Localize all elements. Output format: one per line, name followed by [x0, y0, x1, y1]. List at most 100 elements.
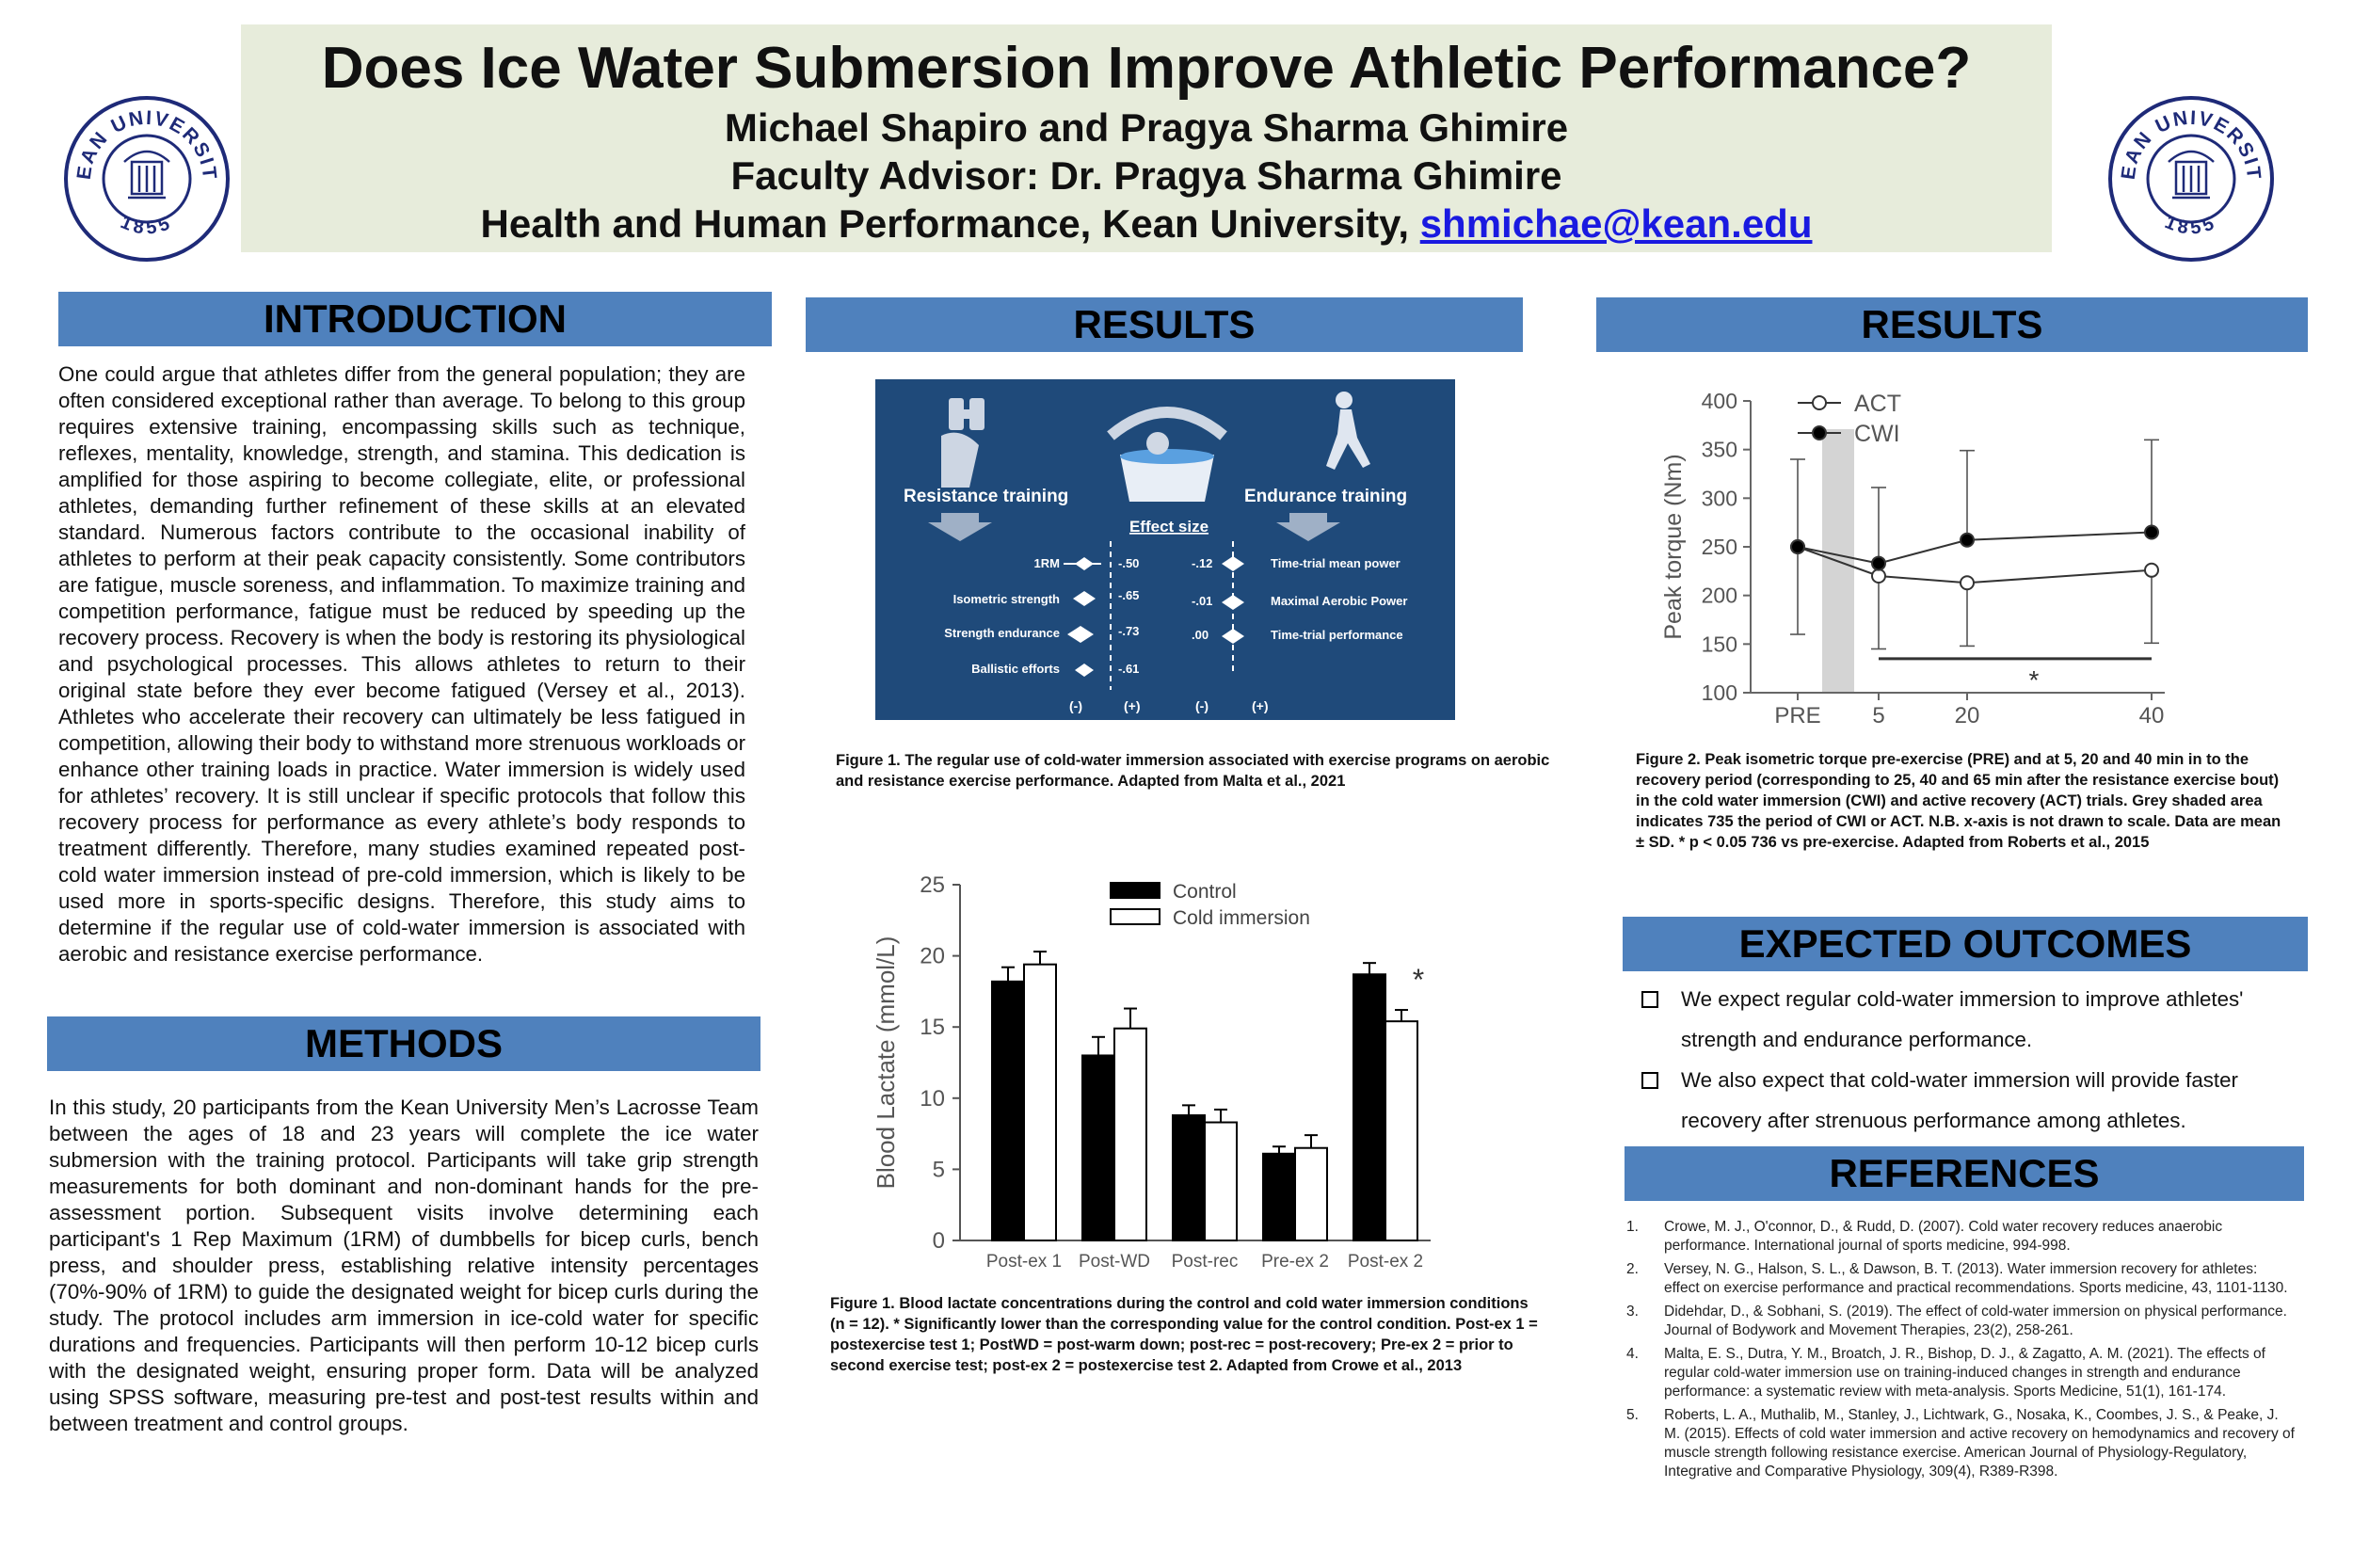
x-tick-label: Post-ex 2	[1348, 1252, 1423, 1272]
pos-label-left: (+)	[1124, 698, 1141, 713]
bar-cold-immersion	[1023, 963, 1057, 1241]
resistance-training-title: Resistance training	[904, 487, 1068, 506]
figure-2-caption: Figure 2. Peak isometric torque pre-exer…	[1636, 751, 2281, 851]
poster-affiliation: Health and Human Performance, Kean Unive…	[480, 201, 1813, 247]
bar-cold-immersion	[1113, 1027, 1147, 1241]
x-tick-label: Post-WD	[1079, 1252, 1150, 1272]
x-tick-label: Post-rec	[1172, 1252, 1239, 1272]
legend-label: Cold immersion	[1173, 907, 1310, 929]
bar-control	[1262, 1152, 1296, 1242]
figure-lactate-caption: Figure 1. Blood lactate concentrations d…	[830, 1295, 1538, 1374]
row-ballistic-label: Ballistic efforts	[971, 662, 1060, 676]
y-axis-label: Peak torque (Nm)	[1660, 454, 1687, 639]
x-tick-label: Post-ex 1	[986, 1252, 1062, 1272]
legend-swatch	[1110, 908, 1160, 925]
row-endurance-value: -.73	[1118, 624, 1139, 638]
bar-control	[991, 980, 1025, 1241]
row-1rm-value: -.50	[1118, 556, 1139, 570]
row-timetrial-power-label: Time-trial mean power	[1271, 556, 1401, 570]
results-heading-middle: RESULTS	[806, 297, 1523, 352]
poster-header: Does Ice Water Submersion Improve Athlet…	[241, 24, 2052, 252]
legend-label: CWI	[1854, 421, 1900, 447]
down-arrows	[928, 513, 1340, 541]
reference-item: 3. Didehdar, D., & Sobhani, S. (2019). Th…	[1626, 1304, 2287, 1338]
y-tick-label: 100	[1702, 680, 1737, 705]
figure-1-caption: Figure 1. The regular use of cold-water …	[836, 752, 1550, 790]
checkbox-bullet-icon	[1641, 991, 1658, 1008]
y-tick-label: 15	[920, 1015, 945, 1040]
point-act	[1960, 575, 1975, 591]
y-tick-label: 25	[920, 872, 945, 898]
significance-star: *	[2029, 665, 2040, 695]
references-heading: REFERENCES	[1625, 1146, 2304, 1201]
introduction-text: One could argue that athletes differ fro…	[58, 362, 745, 966]
results-heading-right: RESULTS	[1596, 297, 2308, 352]
y-tick-label: 10	[920, 1086, 945, 1112]
point-cwi	[2144, 524, 2159, 540]
checkbox-bullet-icon	[1641, 1072, 1658, 1089]
email-link[interactable]: shmichae@kean.edu	[1419, 201, 1813, 247]
ice-bath-icon	[1107, 407, 1227, 502]
row-timetrial-perf-value: .00	[1192, 628, 1209, 642]
bar-control	[1172, 1113, 1206, 1241]
pos-label-right: (+)	[1252, 698, 1269, 713]
row-ballistic-value: -.61	[1118, 662, 1139, 676]
y-tick-label: 400	[1702, 389, 1737, 413]
runner-icon	[1326, 392, 1370, 470]
bar-control	[1353, 973, 1386, 1241]
neg-label-left: (-)	[1069, 698, 1082, 713]
y-tick-label: 20	[920, 944, 945, 969]
weights-icon	[941, 398, 984, 488]
peak-torque-chart: 100 150 200 250 300 350 400 Peak torque (Nm) PRE…	[1660, 389, 2165, 728]
point-cwi	[1960, 532, 1975, 548]
point-act	[1871, 568, 1886, 584]
effect-size-label: Effect size	[1129, 518, 1209, 536]
reference-item: 5. Roberts, L. A., Muthalib, M., Stanley,…	[1626, 1407, 2295, 1480]
x-tick-label: Pre-ex 2	[1261, 1252, 1329, 1272]
references-list: 1. Crowe, M. J., O'connor, D., & Rudd, D.…	[1626, 1218, 2295, 1486]
x-tick-label: 5	[1872, 703, 1884, 728]
row-map-value: -.01	[1192, 594, 1212, 608]
legend-swatch	[1110, 882, 1160, 899]
y-tick-label: 5	[933, 1157, 945, 1182]
blood-lactate-chart: 0 5 10 15 20 25 Blood Lactate (mmol/L) Post-ex …	[872, 872, 1431, 1272]
legend-label: Control	[1173, 881, 1237, 903]
legend-marker	[1812, 425, 1827, 440]
bar-control	[1081, 1054, 1115, 1241]
methods-heading: METHODS	[47, 1016, 760, 1071]
row-1rm-label: 1RM	[1034, 556, 1060, 570]
legend-marker	[1812, 395, 1827, 410]
introduction-heading: INTRODUCTION	[58, 292, 772, 346]
row-timetrial-power-value: -.12	[1192, 556, 1212, 570]
row-isometric-label: Isometric strength	[953, 592, 1060, 606]
point-cwi	[1790, 539, 1805, 554]
bar-cold-immersion	[1204, 1121, 1238, 1241]
kean-university-seal-left: KEAN UNIVERSITY 1855	[62, 94, 230, 262]
endurance-training-title: Endurance training	[1244, 487, 1407, 506]
reference-item: 4. Malta, E. S., Dutra, Y. M., Broatch, J…	[1626, 1346, 2265, 1400]
kean-university-seal-right: KEAN UNIVERSITY 1855	[2106, 94, 2274, 262]
outcome-item: We also expect that cold-water immersion…	[1636, 1060, 2295, 1141]
bar-cold-immersion	[1385, 1020, 1418, 1241]
figure-1-graphic: Resistance training Endurance training E…	[904, 392, 1407, 713]
reference-item: 1. Crowe, M. J., O'connor, D., & Rudd, D.…	[1626, 1219, 2223, 1254]
reference-item: 2. Versey, N. G., Halson, S. L., & Dawson…	[1626, 1261, 2288, 1296]
significance-star: *	[1413, 963, 1424, 997]
y-tick-label: 150	[1702, 632, 1737, 656]
x-tick-label: PRE	[1774, 703, 1820, 728]
effect-diamonds	[1064, 556, 1244, 677]
poster-advisor: Faculty Advisor: Dr. Pragya Sharma Ghimi…	[730, 153, 1562, 199]
y-tick-label: 200	[1702, 584, 1737, 608]
y-tick-label: 350	[1702, 438, 1737, 462]
point-cwi	[1871, 555, 1886, 571]
neg-label-right: (-)	[1195, 698, 1209, 713]
x-tick-label: 40	[2139, 703, 2165, 728]
poster-authors: Michael Shapiro and Pragya Sharma Ghimir…	[724, 105, 1569, 151]
point-act	[2144, 562, 2159, 578]
row-map-label: Maximal Aerobic Power	[1271, 594, 1407, 608]
y-axis-label: Blood Lactate (mmol/L)	[872, 936, 900, 1190]
bar-cold-immersion	[1294, 1146, 1328, 1241]
expected-outcomes-heading: EXPECTED OUTCOMES	[1623, 917, 2308, 971]
figure-1-effect-size: Resistance training Endurance training E…	[875, 379, 1455, 720]
poster-title: Does Ice Water Submersion Improve Athlet…	[321, 36, 1972, 101]
